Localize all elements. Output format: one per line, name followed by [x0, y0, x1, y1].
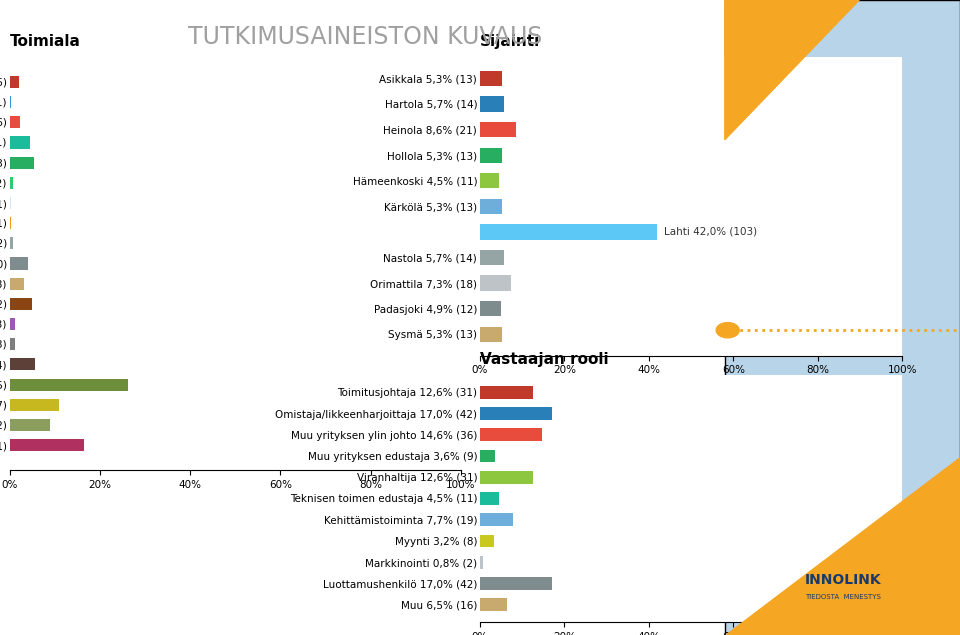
- Text: Vastaajan rooli: Vastaajan rooli: [480, 352, 609, 366]
- Bar: [10, 298, 32, 310]
- Bar: [480, 471, 533, 484]
- Bar: [10, 399, 59, 411]
- Bar: [480, 301, 501, 316]
- Bar: [10, 318, 15, 330]
- Bar: [480, 97, 504, 112]
- Bar: [480, 224, 658, 239]
- Bar: [480, 199, 502, 214]
- Bar: [10, 197, 12, 209]
- Bar: [10, 157, 34, 169]
- Text: Toimiala: Toimiala: [10, 34, 81, 49]
- Bar: [10, 378, 129, 391]
- Bar: [480, 556, 484, 568]
- Bar: [480, 450, 495, 462]
- Text: TUTKIMUSAINEISTON KUVAUS: TUTKIMUSAINEISTON KUVAUS: [187, 25, 542, 50]
- Bar: [10, 439, 84, 451]
- Bar: [480, 429, 541, 441]
- Bar: [480, 598, 508, 611]
- Bar: [480, 326, 502, 342]
- Bar: [10, 237, 13, 250]
- Bar: [480, 407, 552, 420]
- Text: Sijainti: Sijainti: [480, 34, 540, 49]
- Bar: [10, 419, 50, 431]
- Bar: [480, 122, 516, 137]
- Bar: [10, 116, 20, 128]
- Bar: [10, 358, 36, 370]
- Bar: [480, 513, 513, 526]
- Bar: [10, 177, 13, 189]
- Bar: [480, 276, 511, 291]
- Bar: [10, 277, 24, 290]
- Text: INNOLINK: INNOLINK: [804, 573, 881, 587]
- Bar: [480, 70, 502, 86]
- Bar: [480, 492, 499, 505]
- Bar: [480, 535, 493, 547]
- Bar: [480, 173, 499, 189]
- Bar: [480, 386, 533, 399]
- Text: TIEDOSTA  MENESTYS: TIEDOSTA MENESTYS: [804, 594, 881, 600]
- Bar: [480, 147, 502, 163]
- Bar: [10, 137, 30, 149]
- Bar: [10, 76, 18, 88]
- Bar: [10, 257, 28, 270]
- Bar: [480, 577, 552, 590]
- Bar: [10, 96, 12, 108]
- Bar: [480, 250, 504, 265]
- Text: Lahti 42,0% (103): Lahti 42,0% (103): [663, 227, 756, 237]
- Bar: [10, 217, 12, 229]
- Bar: [10, 338, 15, 351]
